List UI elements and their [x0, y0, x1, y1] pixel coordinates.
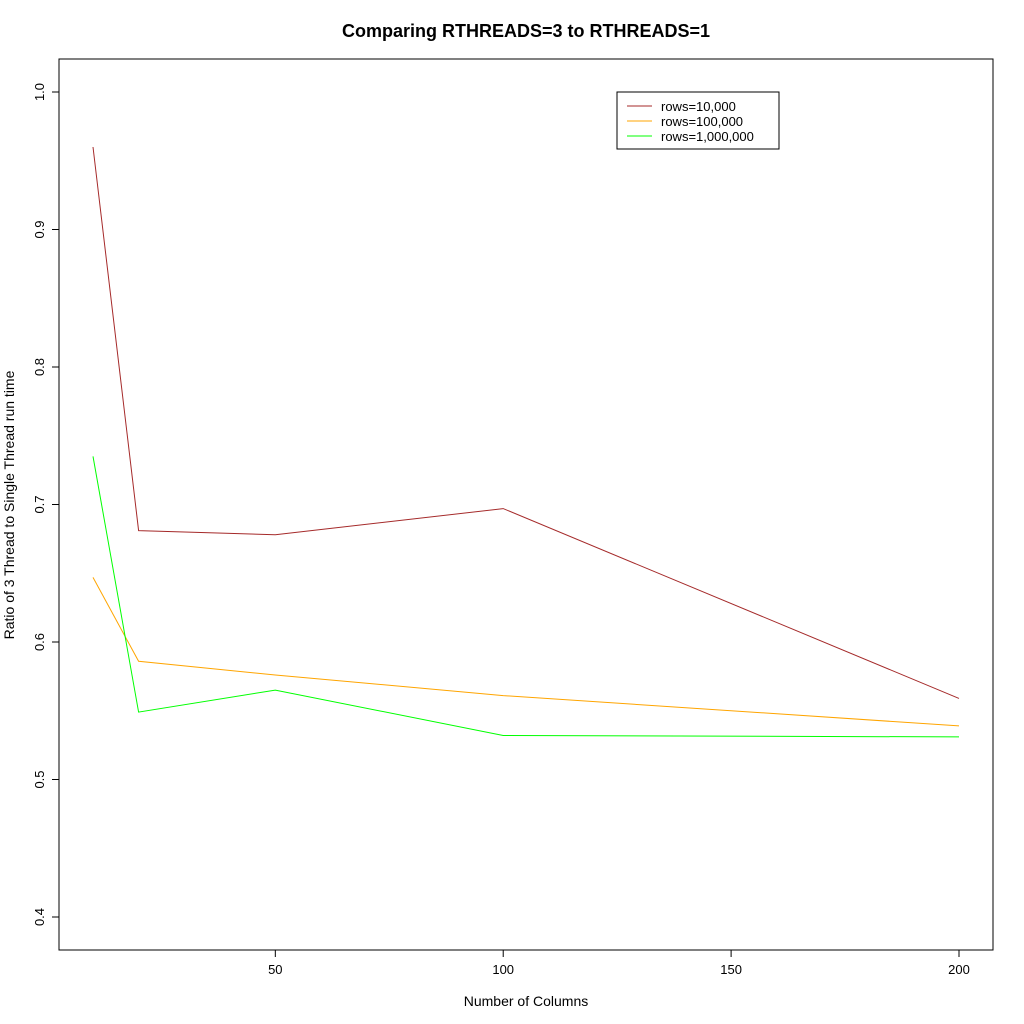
series-line-2: [92, 456, 960, 738]
x-axis-label: Number of Columns: [464, 993, 589, 1009]
x-tick-label: 200: [948, 962, 970, 977]
y-tick-label: 0.9: [32, 220, 47, 238]
x-tick-label: 150: [720, 962, 742, 977]
series-lines: [92, 146, 960, 738]
y-tick-label: 0.7: [32, 495, 47, 513]
y-tick-label: 0.4: [32, 908, 47, 926]
x-tick-label: 100: [492, 962, 514, 977]
plot-frame: [58, 58, 994, 951]
chart-title: Comparing RTHREADS=3 to RTHREADS=1: [342, 21, 710, 41]
y-tick-label: 0.5: [32, 770, 47, 788]
x-tick-label: 50: [268, 962, 282, 977]
y-tick-label: 1.0: [32, 83, 47, 101]
y-axis: 0.4 0.5 0.6 0.7 0.8 0.9 1.0: [32, 83, 59, 926]
series-line-0: [92, 146, 960, 699]
series-line-1: [92, 577, 960, 727]
y-axis-label: Ratio of 3 Thread to Single Thread run t…: [1, 370, 17, 639]
legend-label: rows=1,000,000: [661, 129, 754, 144]
legend-label: rows=100,000: [661, 114, 743, 129]
y-tick-label: 0.6: [32, 633, 47, 651]
y-tick-label: 0.8: [32, 358, 47, 376]
legend-label: rows=10,000: [661, 99, 736, 114]
x-axis: 50 100 150 200: [268, 950, 970, 977]
